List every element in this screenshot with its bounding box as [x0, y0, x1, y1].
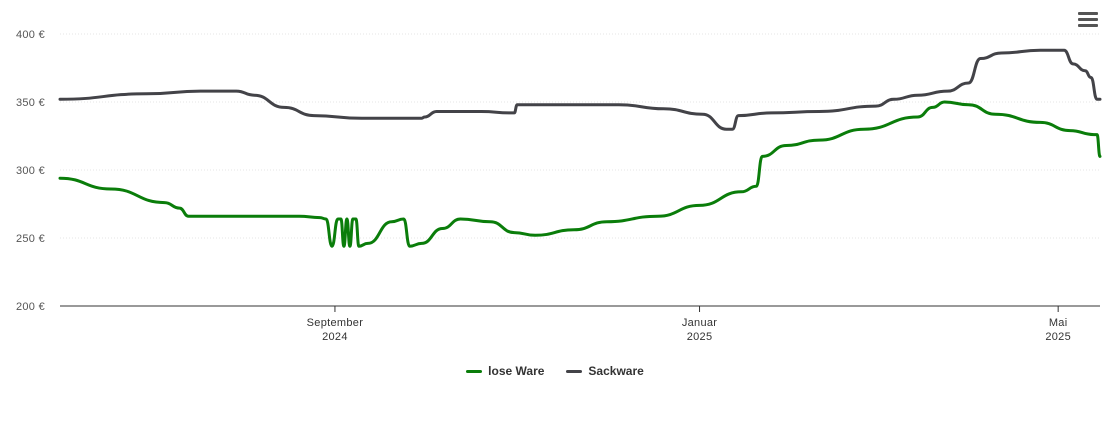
legend: lose Ware Sackware — [0, 364, 1110, 378]
legend-item-lose-ware[interactable]: lose Ware — [466, 364, 544, 378]
series-lines — [58, 48, 1102, 248]
y-tick-label: 350 € — [16, 97, 45, 109]
line-chart: 200 € 250 € 300 € 350 € 400 € September 2024 J… — [16, 29, 1102, 343]
x-axis-labels: September 2024 Januar 2025 Mai 2025 — [307, 306, 1071, 343]
grid-lines — [60, 33, 1100, 239]
legend-item-sackware[interactable]: Sackware — [566, 364, 644, 378]
y-tick-label: 250 € — [16, 233, 45, 245]
x-tick-label: Januar — [682, 317, 717, 329]
series-line-lose-ware[interactable] — [58, 100, 1102, 248]
y-tick-label: 200 € — [16, 301, 45, 313]
y-axis-labels: 200 € 250 € 300 € 350 € 400 € — [16, 29, 45, 313]
x-tick-label-year: 2025 — [1045, 331, 1071, 343]
x-tick-label: September — [307, 317, 364, 329]
series-line-sackware[interactable] — [58, 48, 1102, 131]
x-tick-label-year: 2025 — [687, 331, 713, 343]
x-tick-label: Mai — [1049, 317, 1068, 329]
y-tick-label: 400 € — [16, 29, 45, 41]
legend-swatch-lose-ware — [466, 369, 483, 373]
y-tick-label: 300 € — [16, 165, 45, 177]
x-tick-label-year: 2024 — [322, 331, 348, 343]
hamburger-menu-icon[interactable] — [1078, 12, 1098, 30]
legend-label-lose-ware: lose Ware — [488, 364, 545, 378]
legend-label-sackware: Sackware — [588, 364, 644, 378]
legend-swatch-sackware — [566, 369, 583, 373]
